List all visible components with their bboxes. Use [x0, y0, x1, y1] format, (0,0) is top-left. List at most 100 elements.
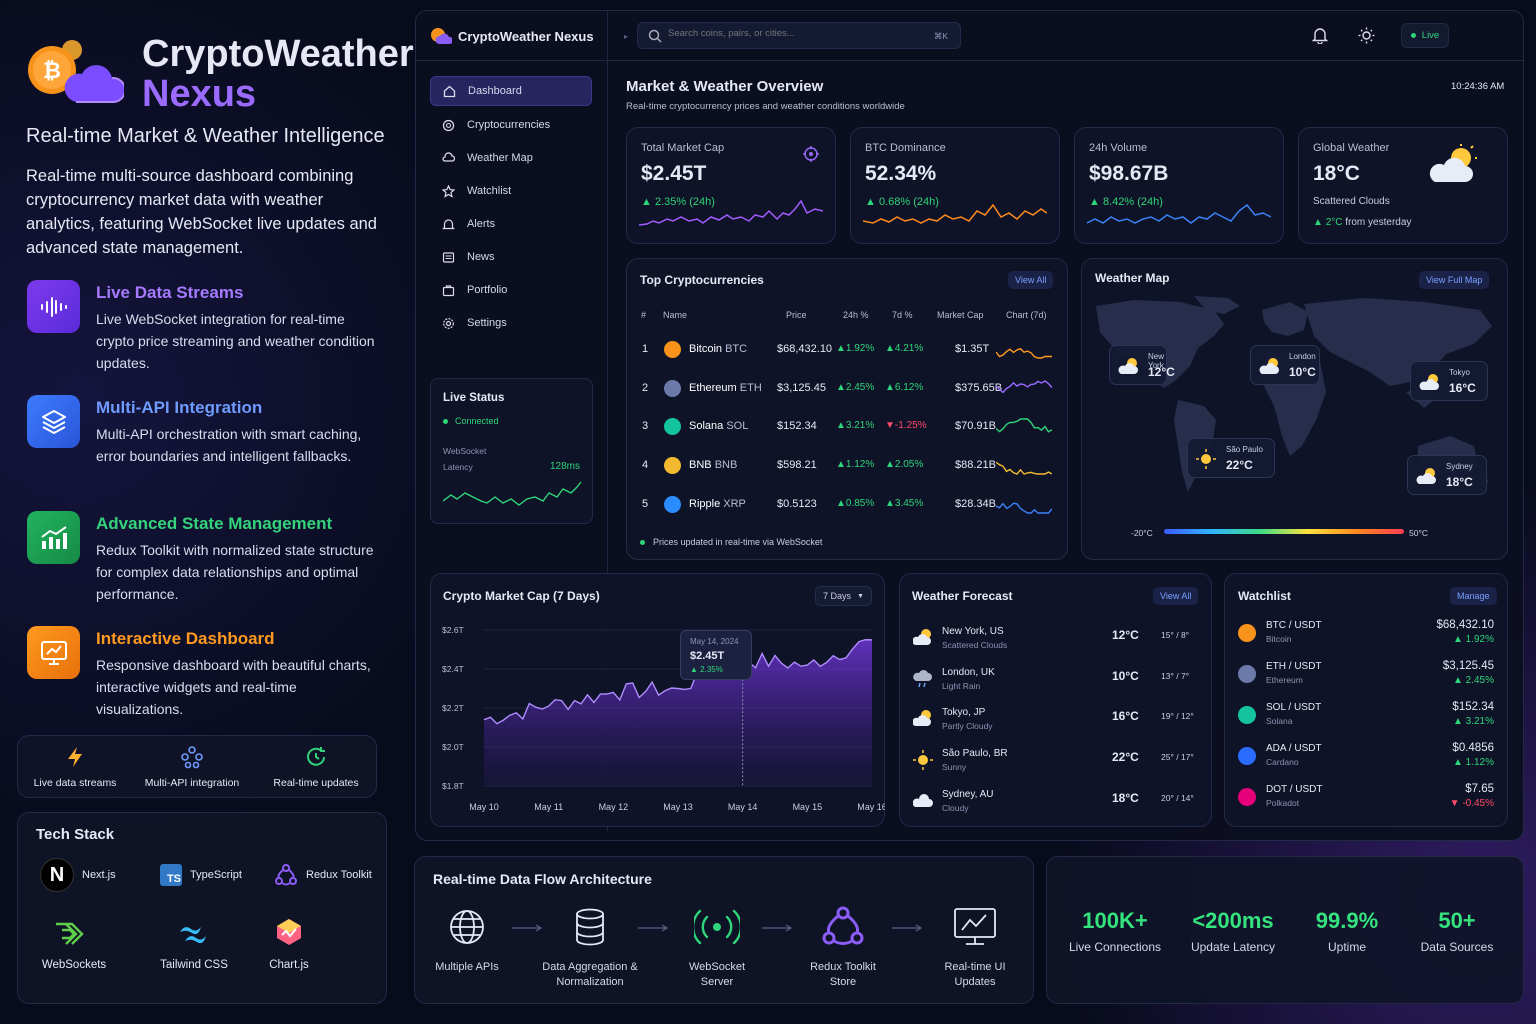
watchlist-row[interactable]: ETH / USDT Ethereum $3,125.45 ▲ 2.45%	[1238, 658, 1496, 699]
map-city-marker[interactable]: Tokyo 16°C	[1410, 361, 1488, 401]
watchlist-coin-name: Ethereum	[1266, 675, 1303, 685]
nav-watchlist[interactable]: Watchlist	[430, 176, 592, 206]
stat-change: ▲ 0.68% (24h)	[865, 196, 939, 208]
svg-text:₿: ₿	[43, 58, 61, 83]
arch-step-apis: Multiple APIs	[435, 961, 499, 973]
table-row[interactable]: 3 Solana SOL $152.34 ▲3.21% ▼-1.25% $70.91B	[640, 408, 1055, 446]
cloud-sun-icon	[1419, 374, 1439, 390]
portfolio-icon	[442, 284, 455, 296]
change-7d: ▼-1.25%	[885, 420, 927, 432]
x-tick-label: May 13	[663, 802, 693, 812]
market-cap: $88.21B	[955, 459, 996, 472]
watchlist-change: ▲ 2.45%	[1452, 675, 1494, 686]
search-icon	[648, 29, 662, 43]
change-24h: ▲3.21%	[836, 420, 875, 432]
nav-cryptocurrencies[interactable]: Cryptocurrencies	[430, 110, 592, 140]
redux-icon	[822, 906, 864, 945]
globe-icon	[450, 910, 484, 944]
series-line	[483, 638, 873, 725]
cloud-sun-icon	[1118, 358, 1138, 374]
watchlist-row[interactable]: SOL / USDT Solana $152.34 ▲ 3.21%	[1238, 699, 1496, 740]
forecast-city: New York, US	[942, 626, 1004, 637]
range-select[interactable]: 7 Days ▼	[815, 586, 872, 606]
nav-settings[interactable]: Settings	[430, 308, 592, 338]
forecast-row[interactable]: São Paulo, BR Sunny 22°C 25° / 17°	[912, 742, 1200, 783]
forecast-row[interactable]: Sydney, AU Cloudy 18°C 20° / 14°	[912, 783, 1200, 824]
price: $3,125.45	[777, 381, 826, 394]
x-tick-label: May 14	[728, 802, 758, 812]
watchlist-row[interactable]: DOT / USDT Polkadot $7.65 ▼ -0.45%	[1238, 781, 1496, 822]
coin-icon	[664, 495, 681, 513]
watchlist-price: $7.65	[1465, 783, 1494, 795]
watchlist-coin-name: Cardano	[1266, 757, 1299, 767]
map-city-marker[interactable]: São Paulo 22°C	[1187, 438, 1275, 478]
nav-weather-map[interactable]: Weather Map	[430, 143, 592, 173]
stat-label: 24h Volume	[1089, 142, 1148, 154]
coin-icon	[1238, 665, 1256, 683]
tech-redux: Redux Toolkit	[273, 862, 372, 888]
map-city-marker[interactable]: London 10°C	[1250, 345, 1320, 385]
watchlist-row[interactable]: BTC / USDT Bitcoin $68,432.10 ▲ 1.92%	[1238, 617, 1496, 658]
map-city-marker[interactable]: Sydney 18°C	[1407, 455, 1487, 495]
table-row[interactable]: 5 Ripple XRP $0.5123 ▲0.85% ▲3.45% $28.34B	[640, 486, 1055, 524]
monitor-chart-icon	[954, 908, 996, 945]
forecast-row[interactable]: New York, US Scattered Clouds 12°C 15° / 8°	[912, 620, 1200, 661]
search-box[interactable]: ⌘K	[637, 22, 961, 49]
chevron-down-icon: ▼	[857, 592, 864, 600]
change-7d: ▲6.12%	[885, 381, 924, 393]
nav-portfolio[interactable]: Portfolio	[430, 275, 592, 305]
nav-alerts[interactable]: Alerts	[430, 209, 592, 239]
view-full-map-button[interactable]: View Full Map	[1419, 271, 1490, 289]
cloud-icon	[912, 793, 933, 807]
x-tick-label: May 15	[793, 802, 823, 812]
feature-live-data: Live Data Streams Live WebSocket integra…	[27, 280, 387, 380]
tooltip-change: ▲ 2.35%	[690, 665, 723, 674]
theme-sun-icon[interactable]	[1358, 27, 1375, 49]
map-city-marker[interactable]: New York 12°C	[1109, 345, 1175, 385]
watchlist-row[interactable]: ADA / USDT Cardano $0.4856 ▲ 1.12%	[1238, 740, 1496, 781]
home-icon	[443, 85, 456, 97]
watchlist-panel	[1224, 573, 1508, 827]
sidebar-divider	[607, 11, 608, 831]
collapse-chevron-icon[interactable]: ▸	[624, 32, 629, 41]
search-input[interactable]	[668, 28, 918, 39]
update-dot-icon	[640, 539, 645, 545]
stat-global-weather: Global Weather 18°C Scattered Clouds ▲ 2…	[1298, 127, 1508, 244]
top-crypto-title: Top Cryptocurrencies	[640, 273, 764, 287]
table-row[interactable]: 1 Bitcoin BTC $68,432.10 ▲1.92% ▲4.21% $1.35T	[640, 331, 1055, 369]
forecast-temp: 18°C	[1112, 790, 1139, 805]
watchlist-coin-name: Polkadot	[1266, 798, 1300, 808]
latency-sparkline	[443, 481, 582, 506]
stat-value: $2.45T	[641, 162, 707, 185]
target-icon	[803, 146, 819, 162]
market-chart-title: Crypto Market Cap (7 Days)	[443, 589, 600, 603]
price: $152.34	[777, 420, 817, 433]
layers-icon	[27, 395, 80, 448]
chartjs-icon	[274, 917, 304, 952]
nav-dashboard[interactable]: Dashboard	[430, 76, 592, 106]
news-icon	[442, 251, 455, 263]
tooltip-value: $2.45T	[690, 650, 725, 662]
coin-name: Solana SOL	[689, 420, 749, 433]
stat-label: Global Weather	[1313, 142, 1390, 154]
table-row[interactable]: 4 BNB BNB $598.21 ▲1.12% ▲2.05% $88.21B	[640, 447, 1055, 485]
market-cap-chart[interactable]: $2.6T $2.4T $2.2T $2.0T $1.8T May 10 May 11 May…	[430, 610, 885, 820]
manage-watchlist-button[interactable]: Manage	[1450, 587, 1497, 605]
monitor-chart-icon	[27, 626, 80, 679]
x-tick-label: May 10	[469, 802, 499, 812]
view-all-crypto-button[interactable]: View All	[1008, 271, 1054, 289]
view-all-forecast-button[interactable]: View All	[1153, 587, 1199, 605]
nav-news[interactable]: News	[430, 242, 592, 272]
weather-change: ▲ 2°C from yesterday	[1313, 217, 1412, 228]
forecast-row[interactable]: Tokyo, JP Partly Cloudy 16°C 19° / 12°	[912, 701, 1200, 742]
gear-icon	[443, 317, 454, 329]
table-row[interactable]: 2 Ethereum ETH $3,125.45 ▲2.45% ▲6.12% $375.6…	[640, 370, 1055, 408]
live-indicator[interactable]: Live	[1401, 23, 1449, 48]
cloud-sun-icon	[1416, 468, 1436, 484]
bell-icon[interactable]	[1311, 27, 1329, 49]
sun-icon	[1196, 449, 1216, 469]
hero-title-accent: Nexus	[142, 73, 257, 115]
arch-step-aggregation: Data Aggregation & Normalization	[542, 961, 638, 988]
forecast-row[interactable]: London, UK Light Rain 10°C 13° / 7°	[912, 661, 1200, 702]
live-status-title: Live Status	[443, 392, 505, 404]
